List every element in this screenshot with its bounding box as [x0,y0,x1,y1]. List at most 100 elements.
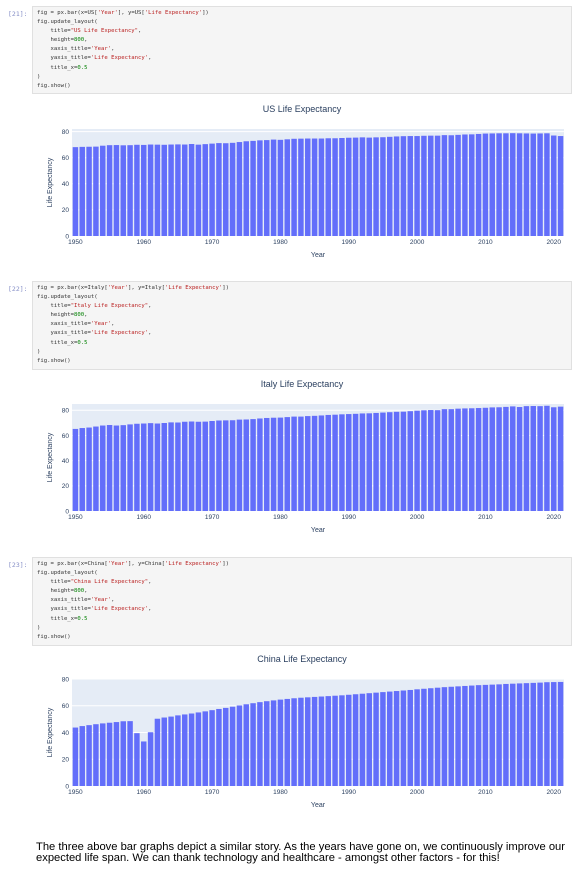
bar[interactable] [236,419,243,511]
bar[interactable] [510,406,516,511]
bar[interactable] [291,416,297,511]
bar[interactable] [250,703,256,786]
bar[interactable] [469,408,475,511]
bar[interactable] [127,145,133,236]
bar[interactable] [175,144,181,236]
bar[interactable] [250,140,256,236]
bar[interactable] [311,138,318,236]
bar[interactable] [557,681,564,786]
bar[interactable] [93,426,99,511]
bar[interactable] [229,706,236,786]
bar[interactable] [134,144,140,236]
bar[interactable] [475,133,482,236]
bar[interactable] [469,134,475,236]
bar[interactable] [93,146,99,236]
bar[interactable] [346,414,352,511]
bar[interactable] [441,409,448,511]
bar[interactable] [120,425,126,511]
bar[interactable] [216,420,222,511]
code-editor[interactable]: fig = px.bar(x=Italy['Year'], y=Italy['L… [32,281,572,370]
bar[interactable] [141,741,147,786]
bar[interactable] [393,411,400,511]
bar[interactable] [462,134,468,236]
bar[interactable] [380,137,386,236]
bar[interactable] [434,687,441,786]
bar[interactable] [428,135,434,236]
bar[interactable] [79,146,85,236]
bar[interactable] [393,691,400,786]
bar[interactable] [325,138,331,236]
bar[interactable] [387,691,393,786]
bar[interactable] [161,423,167,511]
bar[interactable] [209,710,215,786]
bar[interactable] [496,133,502,236]
bar[interactable] [182,714,188,786]
bar[interactable] [229,142,236,236]
bar[interactable] [325,696,331,786]
bar[interactable] [332,138,338,236]
bar[interactable] [366,413,372,511]
bar[interactable] [243,704,249,786]
bar[interactable] [298,416,304,511]
bar[interactable] [113,722,120,786]
bar[interactable] [106,722,113,786]
bar[interactable] [175,715,181,786]
bar[interactable] [373,137,379,236]
bar[interactable] [72,428,79,511]
bar[interactable] [346,694,352,786]
bar[interactable] [168,144,174,236]
bar[interactable] [311,696,318,786]
bar[interactable] [455,686,461,786]
bar[interactable] [462,685,468,786]
bar[interactable] [428,688,434,786]
bar[interactable] [298,138,304,236]
bar[interactable] [407,136,413,236]
bar[interactable] [154,718,161,786]
bar[interactable] [387,412,393,511]
bar[interactable] [305,697,311,786]
bar[interactable] [284,139,290,236]
code-editor[interactable]: fig = px.bar(x=US['Year'], y=US['Life Ex… [32,6,572,94]
bar[interactable] [366,137,372,236]
bar[interactable] [448,409,454,511]
bar[interactable] [106,425,113,511]
bar[interactable] [475,408,482,511]
bar[interactable] [496,684,502,786]
bar[interactable] [216,708,222,786]
bar[interactable] [147,144,154,236]
bar[interactable] [298,697,304,786]
bar[interactable] [510,133,516,236]
bar[interactable] [407,411,413,511]
bar[interactable] [79,428,85,511]
bar[interactable] [305,138,311,236]
bar[interactable] [86,725,92,786]
bar[interactable] [72,727,79,786]
bar[interactable] [482,133,489,236]
bar[interactable] [516,683,523,786]
bar[interactable] [236,142,243,236]
bar[interactable] [305,416,311,511]
bar[interactable] [428,410,434,511]
bar[interactable] [400,690,407,786]
bar[interactable] [311,415,318,511]
bar[interactable] [434,410,441,511]
bar[interactable] [188,421,195,511]
bar[interactable] [516,407,523,511]
bar[interactable] [277,139,284,236]
bar[interactable] [503,683,509,786]
bar[interactable] [195,712,202,786]
bar[interactable] [475,685,482,786]
bar[interactable] [318,696,325,786]
bar[interactable] [400,136,407,236]
bar[interactable] [291,138,297,236]
bar[interactable] [257,702,263,786]
bar[interactable] [270,700,277,786]
bar[interactable] [537,406,543,511]
bar[interactable] [516,133,523,236]
bar[interactable] [325,414,331,511]
bar[interactable] [113,145,120,236]
bar[interactable] [359,693,366,786]
bar[interactable] [544,405,550,511]
bar[interactable] [202,711,208,786]
bar[interactable] [264,140,270,236]
